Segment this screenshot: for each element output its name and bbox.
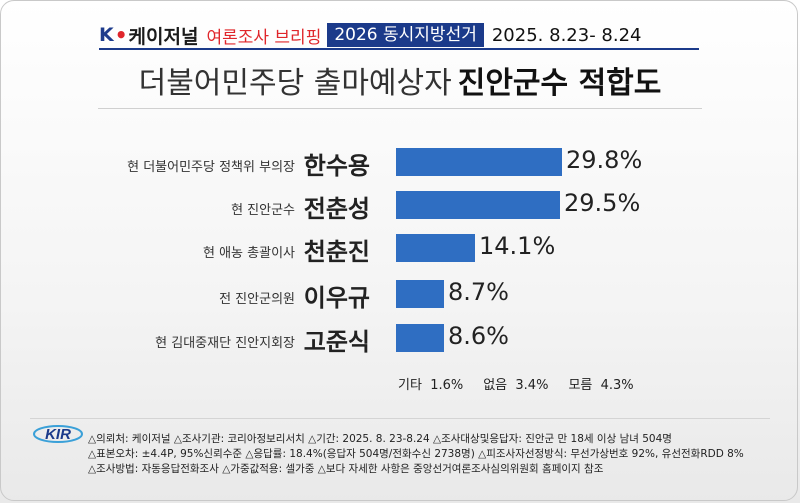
bar-value-label: 29.8% [566,146,643,174]
candidate-name: 이우규 [303,284,370,312]
bar [396,191,560,219]
brand-logo: K • 케이저널 [99,22,198,49]
brand-name: 케이저널 [128,25,199,48]
candidate-description: 전 진안군의원 [219,292,295,307]
candidate-description: 현 김대중재단 진안지회장 [155,336,295,351]
candidate-description: 현 애농 총괄이사 [203,246,295,261]
bar [396,234,475,262]
survey-dates: 2025. 8.23- 8.24 [491,24,642,46]
footer-rule [30,418,770,419]
title-normal: 더불어민주당 출마예상자 [138,66,452,101]
bar [396,324,444,352]
bar-value-label: 29.5% [564,189,641,217]
election-tag: 2026 동시지방선거 [327,23,484,47]
title-bold: 진안군수 적합도 [457,66,662,101]
candidate-name: 전춘성 [303,195,370,223]
brand-dot: • [114,23,128,47]
page-title: 더불어민주당 출마예상자 진안군수 적합도 [0,58,800,102]
footer-note-2: △표본오차: ±4.4P, 95%신뢰수준 △응답률: 18.4%(응답자 50… [88,448,744,460]
extra-responses: 기타 1.6% 없음 3.4% 모름 4.3% [398,374,634,393]
bar-value-label: 8.6% [448,322,509,350]
candidate-name: 한수용 [303,152,370,180]
extra-item-none: 없음 3.4% [483,378,549,393]
briefing-label: 여론조사 브리핑 [206,27,322,48]
bar-value-label: 14.1% [479,232,556,260]
bar [396,148,562,176]
candidate-name: 천춘진 [303,238,370,266]
candidate-name: 고준식 [303,328,370,356]
title-rule [98,108,702,109]
logo-text: KIR [45,426,71,443]
bar [396,280,444,308]
extra-item-other: 기타 1.6% [398,378,464,393]
header-rule [99,48,699,50]
header-bar: K • 케이저널 여론조사 브리핑 2026 동시지방선거 2025. 8.23- … [99,22,699,48]
footer-note-3: △조사방법: 자동응답전화조사 △가중값적용: 셀가중 △보다 자세한 사항은 … [88,463,604,475]
footer-note-1: △의뢰처: 케이저널 △조사기관: 코리아정보리서치 △기간: 2025. 8.… [88,433,672,445]
candidate-description: 현 더불어민주당 정책위 부의장 [127,160,295,175]
kir-logo: KIR [33,425,83,443]
candidate-description: 현 진안군수 [231,203,295,218]
brand-k: K [99,24,114,46]
extra-item-unknown: 모름 4.3% [568,378,634,393]
bar-value-label: 8.7% [448,278,509,306]
